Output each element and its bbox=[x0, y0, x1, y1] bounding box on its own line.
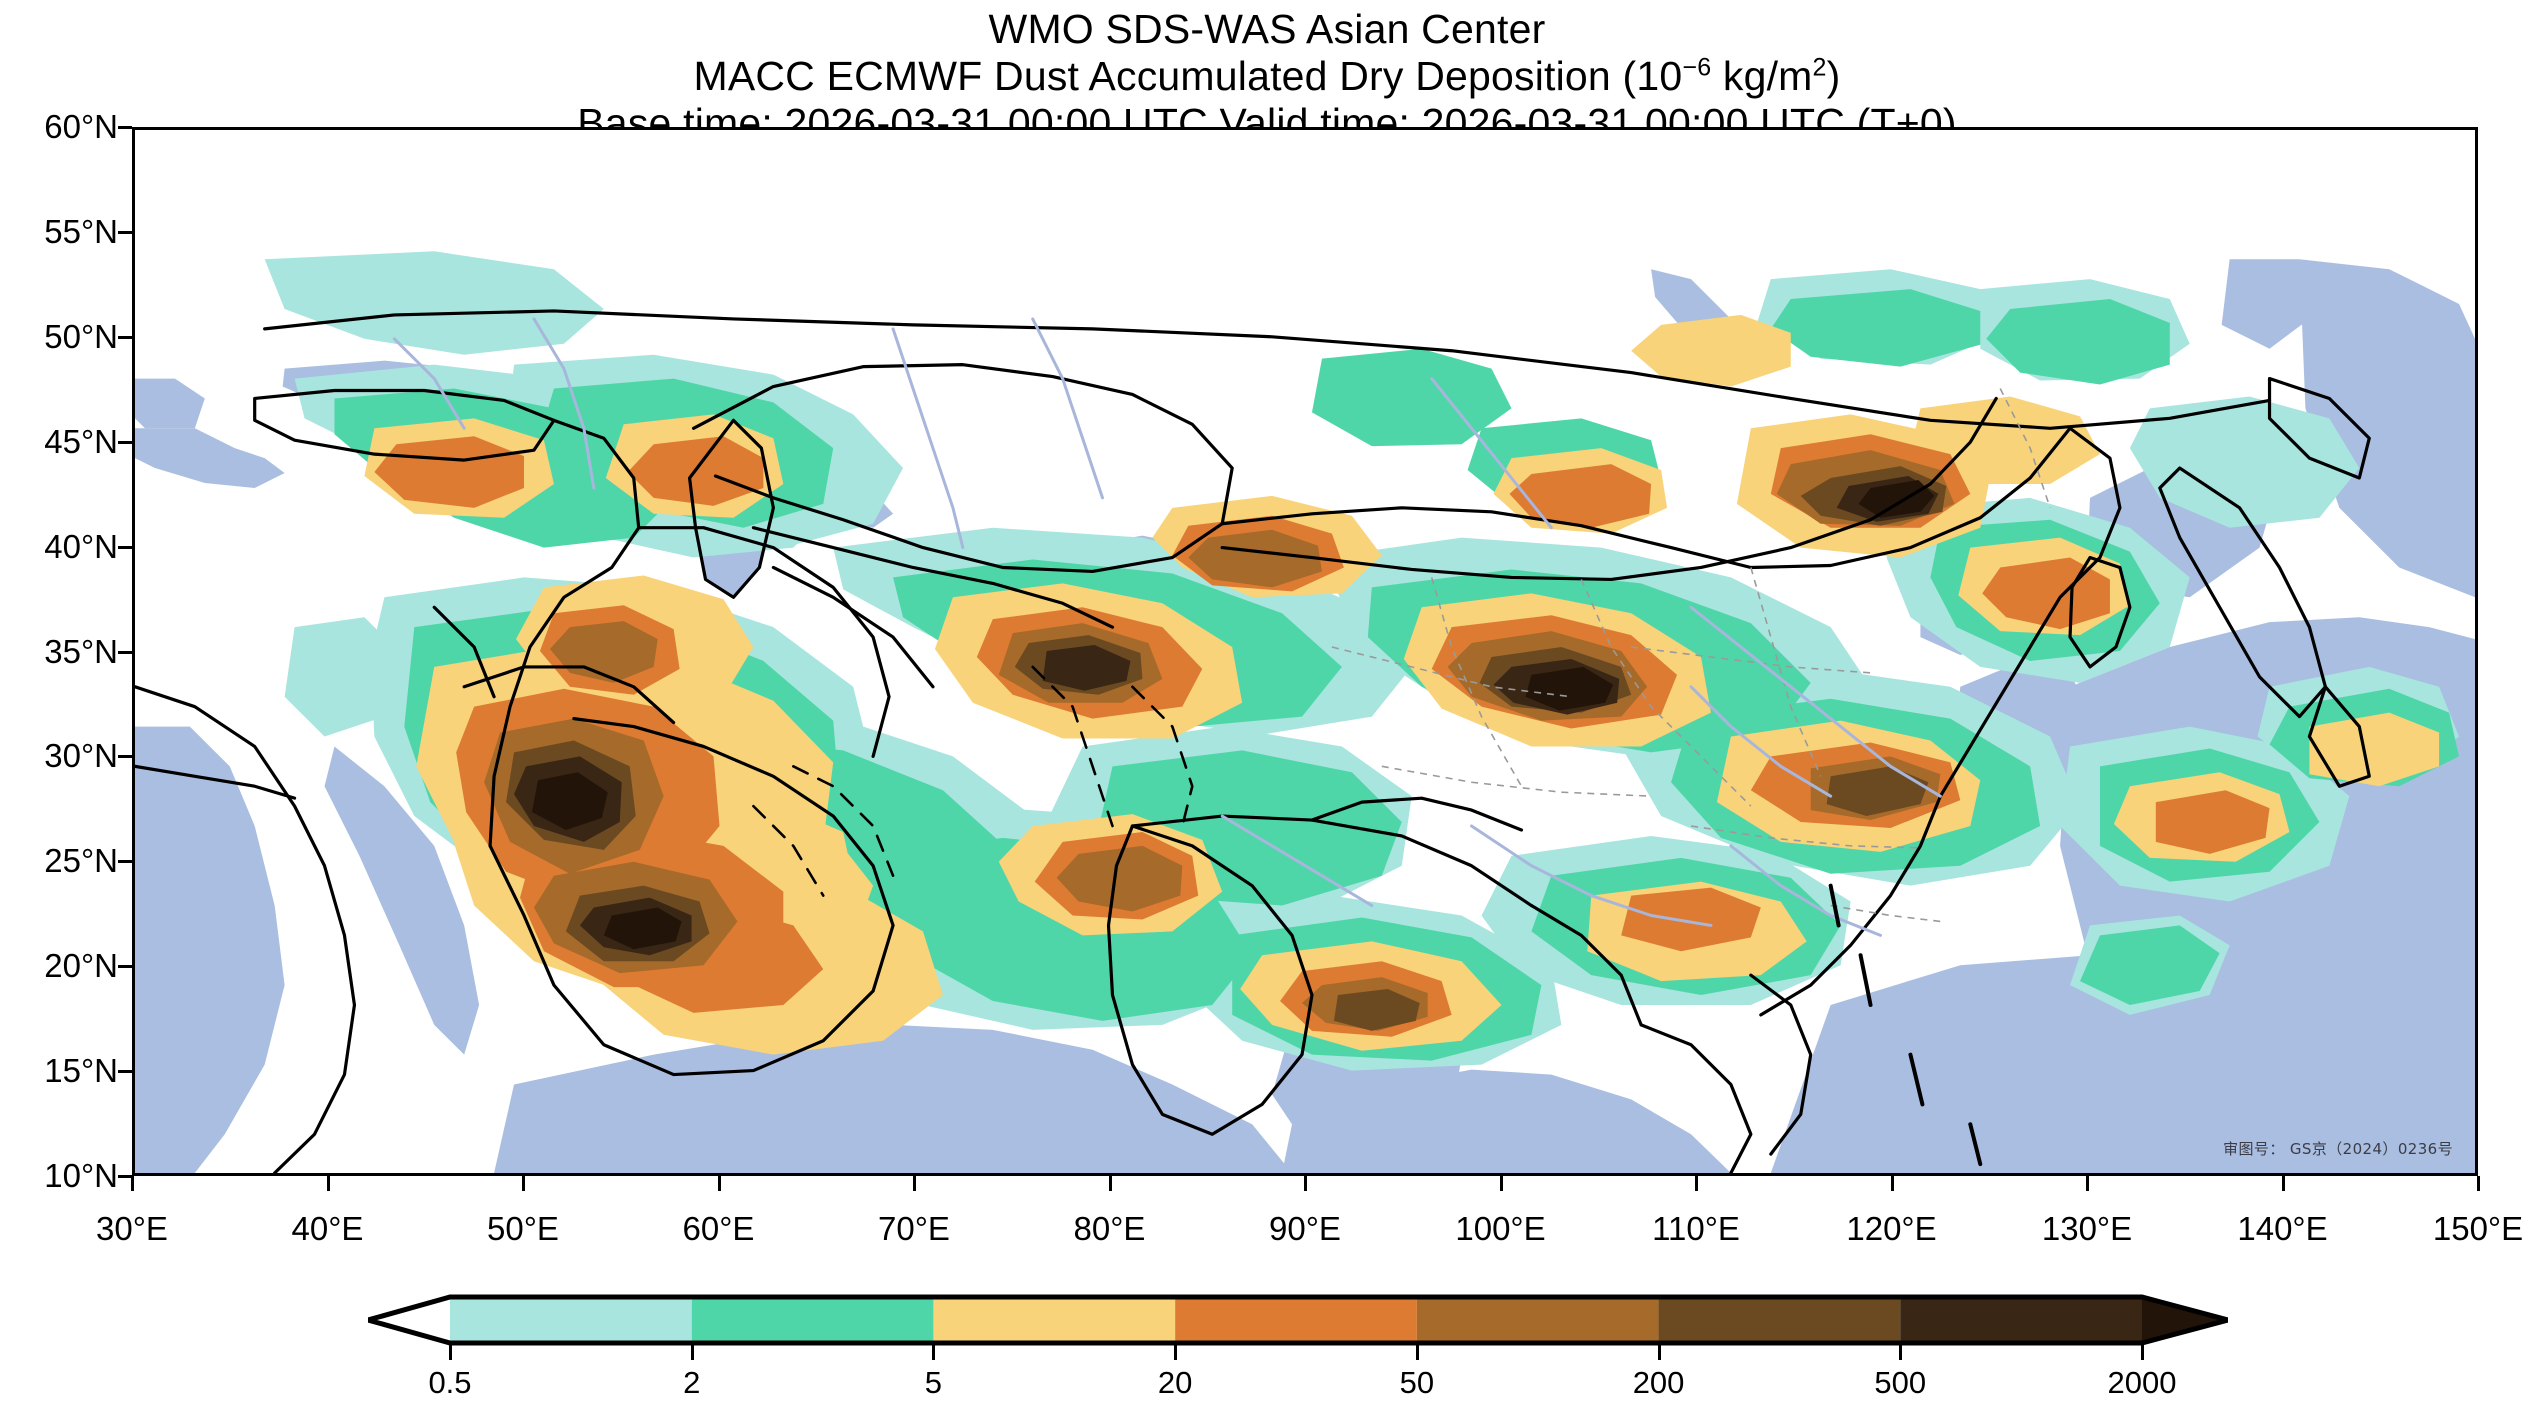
map-approval-watermark: 审图号： GS京（2024）0236号 bbox=[2223, 1140, 2453, 1158]
latitude-tick-mark bbox=[118, 1070, 132, 1074]
geography-layer bbox=[135, 309, 2371, 1173]
longitude-tick-mark bbox=[326, 1176, 330, 1191]
latitude-tick-label: 25°N bbox=[44, 842, 118, 880]
latitude-tick-mark bbox=[118, 860, 132, 864]
longitude-tick-mark bbox=[522, 1176, 525, 1191]
longitude-tick-label: 100°E bbox=[1455, 1210, 1546, 1247]
longitude-tick-label: 60°E bbox=[682, 1210, 755, 1247]
longitude-tick-label: 30°E bbox=[96, 1210, 168, 1247]
colorbar-over-arrow bbox=[2142, 1297, 2228, 1343]
latitude-tick-label: 50°N bbox=[44, 317, 118, 355]
colorbar-tick-mark bbox=[1657, 1343, 1661, 1360]
chart-title-variable: MACC ECMWF Dust Accumulated Dry Depositi… bbox=[0, 53, 2534, 100]
colorbar-tick-mark bbox=[1899, 1343, 1903, 1360]
colorbar-tick-mark bbox=[690, 1343, 694, 1360]
colorbar-segment bbox=[933, 1297, 1176, 1343]
latitude-tick-mark bbox=[118, 230, 132, 234]
colorbar-segment bbox=[691, 1297, 934, 1343]
longitude-tick-label: 40°E bbox=[291, 1210, 364, 1247]
dust-deposition-map bbox=[135, 130, 2475, 1173]
latitude-tick-mark bbox=[118, 1175, 132, 1178]
title-variable-mid: kg/m bbox=[1711, 53, 1813, 99]
title-variable-post: ) bbox=[1826, 53, 1841, 99]
longitude-tick-mark bbox=[2086, 1176, 2089, 1191]
latitude-tick-label: 15°N bbox=[44, 1052, 118, 1090]
latitude-tick-label: 45°N bbox=[44, 422, 118, 460]
dust-contour-layer bbox=[264, 251, 2460, 1071]
longitude-axis: 30°E 40°E 50°E 60°E 70°E 80°E 90°E 100°E 110°E 12… bbox=[96, 1176, 2523, 1256]
longitude-tick-mark bbox=[1890, 1176, 1894, 1191]
colorbar-tick-label: 2 bbox=[683, 1365, 701, 1400]
latitude-tick-mark bbox=[118, 440, 132, 444]
colorbar-tick-label: 2000 bbox=[2107, 1365, 2177, 1400]
longitude-tick-mark bbox=[1304, 1176, 1307, 1191]
colorbar-segment bbox=[1175, 1297, 1417, 1343]
longitude-tick-label: 70°E bbox=[878, 1210, 950, 1247]
title-exponent-2: 2 bbox=[1812, 53, 1827, 82]
colorbar-swatches bbox=[368, 1294, 2228, 1346]
colorbar-tick-label: 50 bbox=[1399, 1365, 1435, 1400]
colorbar-tick-label: 200 bbox=[1632, 1365, 1685, 1400]
colorbar-tick-label: 5 bbox=[924, 1365, 943, 1400]
longitude-tick-label: 120°E bbox=[1846, 1210, 1937, 1247]
colorbar-tick-label: 0.5 bbox=[428, 1365, 472, 1400]
title-block: WMO SDS-WAS Asian Center MACC ECMWF Dust… bbox=[0, 6, 2534, 147]
longitude-tick-mark bbox=[913, 1176, 916, 1191]
colorbar-tick-label: 20 bbox=[1157, 1365, 1193, 1400]
colorbar: 0.5 2 5 20 50 200 500 2000 bbox=[368, 1293, 2228, 1421]
title-variable-pre: MACC ECMWF Dust Accumulated Dry Depositi… bbox=[693, 53, 1683, 99]
longitude-tick-mark bbox=[1695, 1176, 1698, 1191]
colorbar-tick-mark bbox=[2141, 1343, 2144, 1360]
latitude-tick-label: 20°N bbox=[44, 947, 118, 985]
colorbar-tick-mark bbox=[932, 1343, 936, 1360]
longitude-tick-mark bbox=[717, 1176, 721, 1191]
map-plot-area: 审图号： GS京（2024）0236号 bbox=[132, 127, 2478, 1176]
colorbar-tick-mark bbox=[449, 1343, 452, 1360]
latitude-tick-label: 10°N bbox=[44, 1157, 118, 1194]
latitude-tick-mark bbox=[118, 755, 132, 759]
longitude-tick-label: 130°E bbox=[2041, 1210, 2133, 1247]
longitude-tick-label: 50°E bbox=[487, 1210, 559, 1247]
colorbar-under-arrow bbox=[368, 1297, 450, 1343]
latitude-tick-mark bbox=[118, 335, 132, 339]
longitude-tick-label: 110°E bbox=[1652, 1210, 1740, 1247]
province-boundaries bbox=[1331, 388, 2051, 923]
colorbar-tick-label: 500 bbox=[1874, 1365, 1927, 1400]
colorbar-segment bbox=[1900, 1297, 2142, 1343]
latitude-tick-mark bbox=[118, 965, 132, 969]
longitude-tick-mark bbox=[2477, 1176, 2480, 1191]
latitude-tick-mark bbox=[118, 126, 132, 129]
longitude-tick-mark bbox=[131, 1176, 134, 1191]
latitude-tick-label: 35°N bbox=[44, 632, 118, 670]
colorbar-segment bbox=[450, 1297, 692, 1343]
longitude-tick-label: 90°E bbox=[1269, 1210, 1341, 1247]
latitude-tick-label: 55°N bbox=[44, 212, 118, 250]
longitude-tick-mark bbox=[2281, 1176, 2285, 1191]
longitude-tick-label: 80°E bbox=[1073, 1210, 1146, 1247]
latitude-tick-label: 40°N bbox=[44, 527, 118, 565]
latitude-tick-label: 30°N bbox=[44, 737, 118, 775]
colorbar-segment bbox=[1416, 1297, 1659, 1343]
colorbar-segment bbox=[1658, 1297, 1901, 1343]
longitude-tick-label: 150°E bbox=[2432, 1210, 2524, 1247]
colorbar-tick-mark bbox=[1174, 1343, 1178, 1360]
title-exponent-minus6: −6 bbox=[1682, 53, 1712, 82]
colorbar-tick-mark bbox=[1415, 1343, 1419, 1360]
longitude-tick-mark bbox=[1499, 1176, 1503, 1191]
chart-title-primary: WMO SDS-WAS Asian Center bbox=[988, 6, 1546, 52]
river-layer bbox=[392, 317, 1942, 937]
latitude-tick-mark bbox=[118, 545, 132, 549]
island-markers bbox=[1828, 883, 1983, 1167]
longitude-tick-mark bbox=[1108, 1176, 1112, 1191]
latitude-tick-mark bbox=[118, 650, 132, 654]
longitude-tick-label: 140°E bbox=[2237, 1210, 2328, 1247]
